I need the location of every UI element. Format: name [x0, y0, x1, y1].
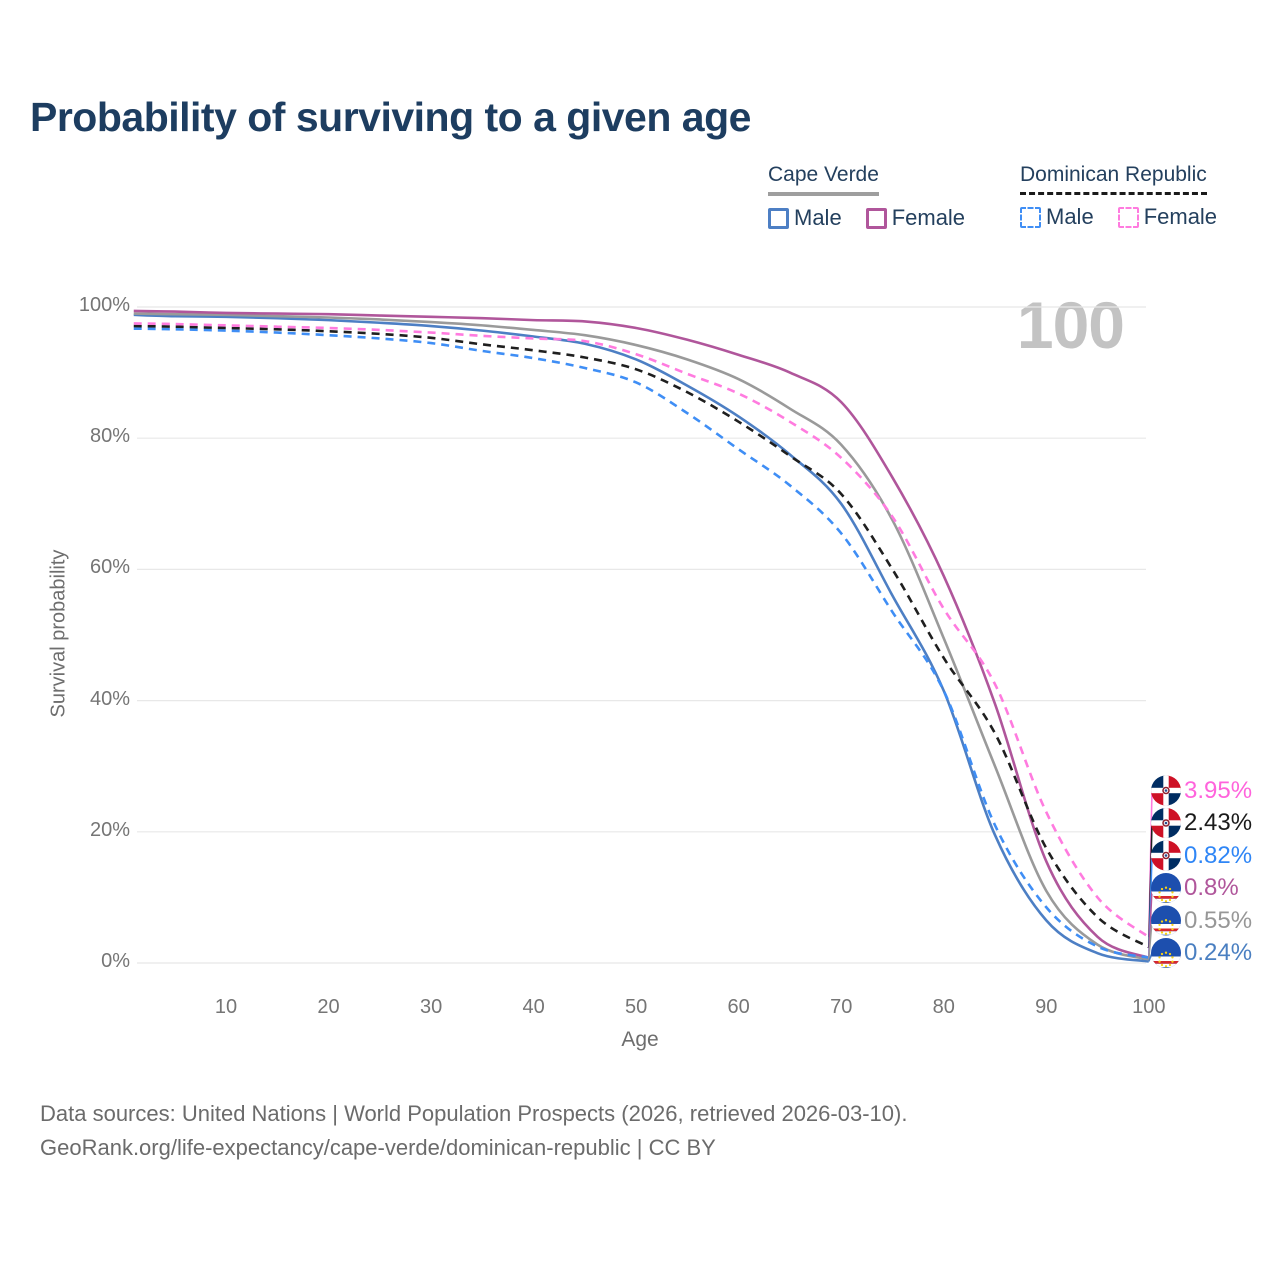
y-tick-20%: 20% [89, 818, 130, 841]
end-label-cape-verde-female: 0.8% [1184, 874, 1239, 901]
y-tick-100%: 100% [78, 294, 130, 316]
cape-verde-flag-icon [1151, 873, 1181, 903]
legend-label-cape-verde-female: Female [891, 205, 966, 230]
footer-url: GeoRank.org/life-expectancy/cape-verde/d… [40, 1135, 716, 1160]
x-max-watermark: 100 [1016, 288, 1125, 362]
curve-cape-verde-male [133, 313, 1150, 963]
legend-label-dominican-republic-male: Male [1046, 204, 1094, 229]
legend-group-cape-verde: Cape Verde Male Female [768, 163, 965, 231]
legend-item-dominican-republic-male[interactable]: Male [1020, 204, 1094, 230]
curve-dominican-republic-total [133, 324, 1150, 949]
legend-item-cape-verde-female[interactable]: Female [865, 205, 966, 231]
legend-label-cape-verde-male: Male [794, 205, 842, 230]
dominican-republic-flag-icon [1151, 840, 1181, 871]
x-axis-title: Age [621, 1028, 659, 1051]
legend-title-cape-verde: Cape Verde [768, 163, 879, 196]
x-tick-90: 90 [1035, 996, 1058, 1018]
end-label-dominican-republic-male: 0.82% [1184, 841, 1253, 869]
curve-cape-verde-total [133, 312, 1150, 961]
dominican-republic-flag-icon [1151, 775, 1181, 806]
x-tick-30: 30 [419, 996, 443, 1018]
legend-item-dominican-republic-female[interactable]: Female [1117, 204, 1218, 230]
end-label-cape-verde-male: 0.24% [1184, 939, 1253, 966]
y-tick-40%: 40% [89, 687, 130, 710]
checkbox-dominican-republic-female[interactable] [1117, 206, 1139, 228]
x-tick-10: 10 [214, 996, 238, 1018]
x-tick-60: 60 [727, 996, 750, 1018]
checkbox-cape-verde-male[interactable] [768, 207, 789, 229]
x-tick-100: 100 [1132, 996, 1166, 1018]
y-tick-0%: 0% [101, 950, 130, 972]
x-tick-70: 70 [830, 996, 853, 1018]
page-title: Probability of surviving to a given age [30, 94, 751, 140]
x-tick-80: 80 [932, 996, 955, 1018]
legend-group-dominican-republic: Dominican Republic Male Female [1020, 163, 1217, 230]
cape-verde-flag-icon [1151, 905, 1181, 936]
legend-title-dominican-republic: Dominican Republic [1020, 163, 1207, 195]
x-tick-40: 40 [522, 996, 545, 1018]
legend-label-dominican-republic-female: Female [1143, 204, 1218, 229]
footer-sources: Data sources: United Nations | World Pop… [40, 1101, 908, 1126]
y-tick-80%: 80% [89, 425, 130, 448]
end-label-dominican-republic-total: 2.43% [1184, 809, 1253, 836]
curve-dominican-republic-female [133, 322, 1150, 939]
legend-item-cape-verde-male[interactable]: Male [768, 205, 842, 231]
end-label-cape-verde-total: 0.55% [1184, 906, 1253, 934]
curve-cape-verde-female [133, 309, 1150, 959]
curve-dominican-republic-male [133, 327, 1150, 959]
x-tick-50: 50 [625, 996, 648, 1018]
checkbox-cape-verde-female[interactable] [865, 207, 887, 229]
cape-verde-flag-icon [1151, 938, 1181, 968]
checkbox-dominican-republic-male[interactable] [1020, 206, 1041, 228]
y-tick-60%: 60% [89, 556, 130, 579]
x-tick-20: 20 [317, 996, 340, 1018]
end-label-dominican-republic-female: 3.95% [1184, 776, 1253, 804]
dominican-republic-flag-icon [1151, 808, 1181, 838]
